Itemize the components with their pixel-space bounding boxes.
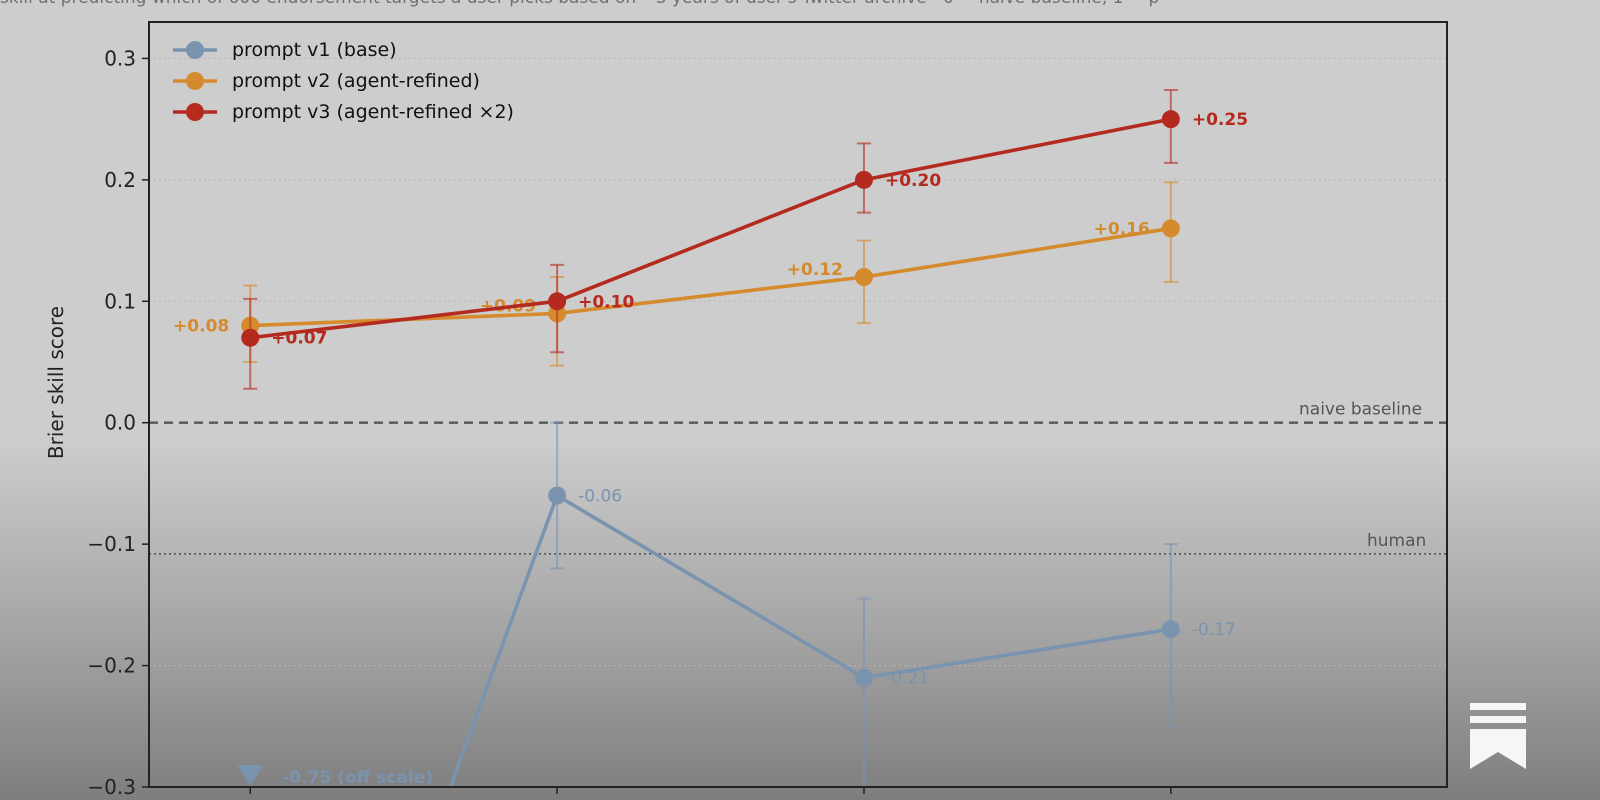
data-label: -0.75 (off scale) bbox=[282, 768, 433, 788]
legend-label: prompt v3 (agent-refined ×2) bbox=[232, 101, 514, 123]
y-tick-label: 0.1 bbox=[104, 289, 136, 313]
data-label: +0.12 bbox=[787, 260, 843, 280]
data-point bbox=[1161, 219, 1180, 238]
reference-line-label: human bbox=[1367, 531, 1426, 551]
plot-frame bbox=[148, 21, 1448, 788]
y-tick-label: 0.2 bbox=[104, 168, 136, 192]
legend-swatch-marker bbox=[186, 72, 204, 90]
legend-item: prompt v3 (agent-refined ×2) bbox=[173, 101, 514, 123]
data-label: +0.20 bbox=[885, 171, 941, 191]
axes: −0.3 −0.2 −0.1 0.0 0.1 0.2 0.3 Brier skill scor… bbox=[44, 21, 1448, 799]
data-label: +0.07 bbox=[271, 329, 327, 349]
legend-label: prompt v1 (base) bbox=[232, 39, 397, 61]
legend: prompt v1 (base) prompt v2 (agent-refined… bbox=[173, 39, 514, 123]
series-line bbox=[250, 226, 1172, 328]
legend-item: prompt v2 (agent-refined) bbox=[173, 70, 480, 92]
legend-swatch-marker bbox=[186, 103, 204, 121]
y-tick-label: 0.3 bbox=[104, 46, 136, 70]
data-point bbox=[854, 668, 873, 687]
data-label: +0.16 bbox=[1094, 219, 1150, 239]
reference-line-label: naive baseline bbox=[1299, 400, 1422, 420]
y-tick-label: 0.0 bbox=[104, 411, 136, 435]
legend-swatch-marker bbox=[186, 41, 204, 59]
data-point bbox=[854, 268, 873, 286]
y-axis-label: Brier skill score bbox=[44, 306, 68, 459]
series-line bbox=[448, 493, 1172, 788]
series: -0.75 (off scale) -0.06 -0.21 -0.17 bbox=[237, 421, 1236, 788]
data-point bbox=[1161, 110, 1180, 129]
y-tick-label: −0.2 bbox=[87, 654, 136, 678]
bookmark-icon[interactable] bbox=[1470, 703, 1526, 769]
data-point bbox=[548, 292, 567, 311]
data-label: +0.08 bbox=[173, 317, 229, 337]
data-label: +0.25 bbox=[1192, 110, 1248, 130]
data-point bbox=[854, 170, 873, 189]
chart-caption: skill at predicting which of 600 endorse… bbox=[0, 0, 1600, 8]
data-label: +0.10 bbox=[578, 292, 634, 312]
data-label: -0.17 bbox=[1192, 620, 1236, 640]
off-scale-marker bbox=[237, 765, 264, 786]
data-point bbox=[548, 486, 567, 505]
series-line bbox=[250, 117, 1172, 340]
reference-lines: naive baseline human bbox=[149, 400, 1447, 555]
data-point bbox=[241, 328, 260, 347]
legend-item: prompt v1 (base) bbox=[173, 39, 397, 61]
data-point bbox=[1161, 620, 1180, 639]
data-label: -0.21 bbox=[885, 669, 929, 689]
series: +0.07 +0.10 +0.20 +0.25 bbox=[241, 89, 1248, 390]
y-tick-label: −0.1 bbox=[87, 532, 136, 556]
legend-label: prompt v2 (agent-refined) bbox=[232, 70, 480, 92]
data-label: -0.06 bbox=[578, 487, 622, 507]
series-group: -0.75 (off scale) -0.06 -0.21 -0.17 +0.08 +0.… bbox=[173, 89, 1248, 788]
y-tick-label: −0.3 bbox=[87, 775, 136, 799]
